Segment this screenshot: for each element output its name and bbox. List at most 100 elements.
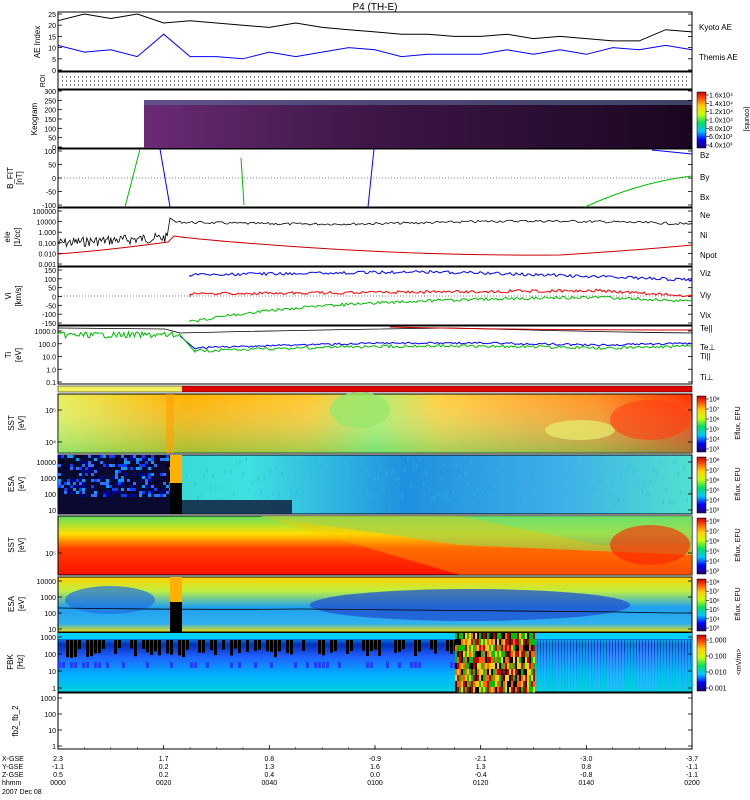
ae-series-line-1	[57, 33, 693, 60]
ytick-label: 100.0	[38, 342, 56, 349]
colorbar-tick-label: 10⁴	[709, 559, 720, 566]
ytick-label: 15	[48, 34, 56, 41]
density-unit: [1/cc]	[13, 227, 22, 246]
ytick-label: 0.100	[38, 241, 56, 248]
x-tick-label: 0140	[579, 780, 595, 787]
x-tick-label: 1.3	[264, 764, 274, 771]
ytick-label: 200	[44, 108, 56, 115]
sst-i-ylabel: SST	[7, 537, 16, 553]
ytick-label: 10	[48, 46, 56, 53]
sst-i-unit: [eV]	[17, 538, 26, 552]
x-tick-label: -2.1	[475, 756, 487, 763]
colorbar-tick-label: 10³	[709, 508, 720, 515]
bfgm-panel: 100 50 0 -50 -100 B_FIT [nT] Bz By Bx	[6, 148, 709, 210]
ytick-label: 150	[44, 268, 56, 275]
esa-e-colorbar-ticks: 10⁸ 10⁷ 10⁶ 10⁵ 10⁴ 10³	[706, 458, 720, 515]
ae-panel: 25 20 15 10 5 0 AE Index Kyoto AE Themis AE	[33, 11, 738, 75]
ytick-label: 0	[52, 295, 56, 302]
ae-legend-kyoto: Kyoto AE	[699, 23, 732, 32]
colorbar-tick-label: 10⁵	[709, 549, 720, 556]
ytick-label: 50	[48, 136, 56, 143]
colorbar-tick-label: 1.6x10⁴	[709, 93, 733, 100]
ytick-label: 5	[52, 57, 56, 64]
x-tick-label: 1.7	[159, 756, 169, 763]
density-legend-ni: Ni	[700, 231, 708, 240]
bfgm-legend-bx: Bx	[700, 193, 709, 202]
x-tick-label: -0.9	[369, 756, 381, 763]
roi-panel: ROI	[40, 71, 693, 90]
ytick-label: 1	[52, 744, 56, 751]
ytick-label: 20	[48, 23, 56, 30]
x-tick-label: -0.8	[580, 772, 592, 779]
x-tick-label: 0020	[156, 780, 172, 787]
ytick-label: 1000	[40, 595, 56, 602]
ytick-label: 100	[44, 126, 56, 133]
colorbar-tick-label: 10⁸	[709, 397, 720, 404]
temperature-legend-tipar: Ti||	[700, 352, 711, 361]
ytick-label: -100	[42, 203, 56, 210]
ytick-label: 1000	[40, 696, 56, 703]
ytick-label: 10	[48, 728, 56, 735]
x-tick-label: -1.1	[52, 764, 64, 771]
ytick-label: 1000	[40, 476, 56, 483]
x-tick-label: 0.8	[581, 764, 591, 771]
esa-i-colorbar-ticks: 10⁸ 10⁷ 10⁶ 10⁵ 10⁴ 10³	[706, 580, 720, 633]
ae-series-line-0	[57, 13, 693, 42]
x-tick-label: 0040	[262, 780, 278, 787]
colorbar-tick-label: 10⁷	[709, 468, 720, 475]
ytick-label: 50	[48, 163, 56, 170]
x-axis-row-label-z: Z-GSE	[2, 772, 24, 779]
ae-legend-themis: Themis AE	[699, 53, 738, 62]
colorbar-tick-label: 10³	[709, 626, 720, 633]
ytick-label: 10	[48, 627, 56, 634]
ytick-label: 0.1	[46, 380, 56, 387]
colorbar-tick-label: 1.4x10⁴	[709, 101, 733, 108]
keogram-cbar-unit: [counts]	[743, 107, 750, 132]
ytick-label: 300	[44, 89, 56, 96]
ytick-label: -150	[42, 321, 56, 328]
x-tick-label: -0.4	[475, 772, 487, 779]
density-yaxis: 100000 10000 1.000 0.100 0.010 0.001	[33, 209, 692, 269]
ytick-label: 100	[44, 712, 56, 719]
fbk-colorbar-ticks: 1.000 0.100 0.010 0.001	[706, 638, 727, 693]
x-axis-row-label-t: hhmm	[2, 780, 22, 787]
colorbar-tick-label: 10⁸	[709, 519, 720, 526]
velocity-unit: [km/s]	[14, 285, 23, 306]
fbk-panel: 1000 100 10 1 FBK [Hz] 1.000 0.100 0.010 0.001…	[6, 632, 743, 693]
ytick-label: 0.001	[38, 262, 56, 269]
temperature-legend-tepar: Te||	[700, 324, 713, 333]
x-tick-label: 0.5	[53, 772, 63, 779]
mode-bar	[57, 385, 693, 393]
colorbar-tick-label: 1.000	[709, 638, 727, 645]
ytick-label: -100	[42, 312, 56, 319]
x-tick-label: 0.8	[264, 756, 274, 763]
ytick-label: 0	[52, 145, 56, 152]
ytick-label: 10⁴	[45, 440, 56, 447]
colorbar-tick-label: 10⁶	[709, 417, 720, 424]
colorbar-tick-label: 6.0x10³	[709, 134, 733, 141]
x-tick-label: 2.3	[53, 756, 63, 763]
esa-i-unit: [eV]	[17, 597, 26, 611]
density-ylabel: eIe	[3, 231, 12, 243]
sst-i-colorbar-ticks: 10⁸ 10⁷ 10⁶ 10⁵ 10⁴ 10³	[706, 519, 720, 576]
ytick-label: -50	[46, 303, 56, 310]
ytick-label: 100	[44, 611, 56, 618]
colorbar-tick-label: 10⁷	[709, 407, 720, 414]
ytick-label: 250	[44, 98, 56, 105]
x-axis-row-label-x: X-GSE	[2, 756, 24, 763]
keogram-colorbar	[696, 91, 707, 149]
temperature-unit: [eV]	[14, 348, 23, 362]
x-tick-label: 0120	[473, 780, 489, 787]
sst-e-colorbar-ticks: 10⁸ 10⁷ 10⁶ 10⁵ 10⁴ 10³	[706, 397, 720, 454]
ytick-label: 100	[44, 149, 56, 156]
sst-e-unit: [eV]	[17, 416, 26, 430]
colorbar-tick-label: 0.001	[709, 686, 727, 693]
ytick-label: 0.010	[38, 251, 56, 258]
ytick-label: 100	[44, 652, 56, 659]
keogram-ylabel: Keogram	[30, 102, 39, 135]
bfgm-yaxis: 100 50 0 -50 -100	[42, 149, 692, 210]
colorbar-tick-label: 10⁴	[709, 498, 720, 505]
fb2-ylabel: fb2_fb_2	[11, 705, 20, 737]
colorbar-tick-label: 10⁴	[709, 437, 720, 444]
